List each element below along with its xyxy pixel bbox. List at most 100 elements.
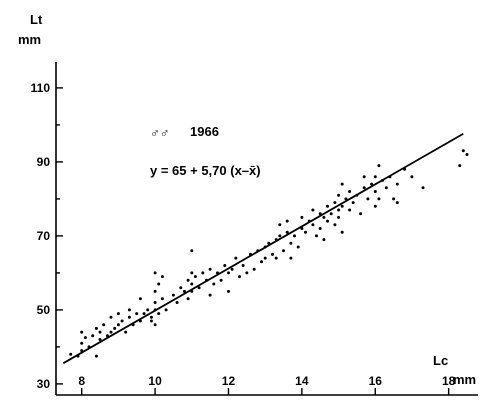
data-point bbox=[348, 190, 352, 193]
data-point bbox=[465, 153, 469, 156]
data-point bbox=[384, 186, 388, 190]
data-point bbox=[337, 208, 341, 212]
data-point bbox=[263, 256, 267, 260]
data-point bbox=[94, 354, 98, 358]
data-point bbox=[289, 241, 293, 245]
data-point bbox=[271, 252, 274, 256]
y-tick-label: 90 bbox=[37, 155, 51, 169]
data-point bbox=[91, 334, 95, 338]
data-point bbox=[337, 193, 341, 197]
data-point bbox=[102, 323, 106, 327]
data-point bbox=[260, 260, 263, 264]
data-point bbox=[395, 201, 399, 205]
data-point bbox=[98, 338, 102, 341]
data-point bbox=[190, 249, 194, 253]
data-point bbox=[373, 190, 377, 193]
data-point bbox=[373, 204, 377, 208]
data-point bbox=[179, 286, 183, 290]
data-point bbox=[293, 234, 296, 238]
data-point bbox=[351, 201, 355, 205]
data-point bbox=[285, 219, 289, 223]
data-point bbox=[348, 208, 352, 212]
y-axis-label: Lt bbox=[30, 12, 43, 27]
data-point bbox=[146, 308, 150, 312]
x-tick-label: 10 bbox=[148, 374, 162, 388]
y-axis-unit: mm bbox=[18, 32, 41, 47]
data-point bbox=[377, 164, 381, 168]
data-point bbox=[311, 223, 315, 227]
data-point bbox=[160, 297, 164, 301]
data-point bbox=[234, 256, 238, 260]
data-point bbox=[458, 164, 462, 168]
data-point bbox=[311, 208, 315, 212]
data-point bbox=[153, 271, 157, 275]
data-point bbox=[227, 289, 230, 293]
regression-line bbox=[62, 132, 464, 364]
data-point bbox=[359, 212, 363, 216]
data-point bbox=[377, 197, 381, 201]
data-point bbox=[127, 315, 131, 319]
data-point bbox=[230, 267, 234, 271]
x-tick-label: 18 bbox=[442, 374, 456, 388]
x-tick-label: 8 bbox=[78, 374, 85, 388]
data-point bbox=[190, 282, 194, 286]
male-symbol-icon: ♂♂ bbox=[150, 125, 170, 140]
data-point bbox=[186, 278, 190, 282]
data-point bbox=[190, 271, 194, 275]
data-point bbox=[219, 278, 223, 282]
data-point bbox=[282, 249, 285, 253]
data-point bbox=[212, 282, 216, 286]
data-point bbox=[197, 286, 201, 290]
data-point bbox=[135, 312, 139, 316]
data-point bbox=[362, 186, 366, 190]
y-tick-label: 110 bbox=[31, 81, 51, 95]
data-point bbox=[116, 323, 120, 327]
data-point bbox=[278, 234, 282, 238]
data-point bbox=[124, 330, 128, 334]
data-point bbox=[153, 301, 157, 304]
data-point bbox=[333, 223, 337, 227]
data-point bbox=[337, 215, 341, 219]
data-point bbox=[326, 219, 329, 223]
data-point bbox=[245, 271, 249, 275]
data-point bbox=[373, 175, 377, 179]
ticks: 30 50 70 90 110 8 10 12 14 16 18 bbox=[31, 81, 456, 395]
data-point bbox=[116, 312, 120, 316]
data-point bbox=[322, 215, 326, 219]
data-point bbox=[238, 275, 241, 279]
x-tick-label: 12 bbox=[222, 374, 236, 388]
data-point bbox=[227, 271, 230, 275]
data-point bbox=[344, 197, 348, 201]
data-point bbox=[142, 312, 146, 316]
data-point bbox=[153, 289, 157, 293]
data-point bbox=[340, 230, 344, 234]
data-point bbox=[94, 326, 98, 330]
y-tick-label: 30 bbox=[37, 377, 51, 391]
data-point bbox=[164, 308, 168, 312]
x-tick-label: 14 bbox=[295, 374, 309, 388]
data-point bbox=[326, 204, 329, 208]
x-tick-label: 16 bbox=[369, 374, 383, 388]
data-point bbox=[157, 312, 161, 316]
data-point bbox=[366, 197, 370, 201]
data-point bbox=[149, 319, 153, 323]
data-point bbox=[392, 197, 396, 201]
data-point bbox=[304, 230, 307, 234]
data-point bbox=[113, 326, 117, 330]
data-point bbox=[182, 289, 186, 293]
y-tick-label: 70 bbox=[37, 229, 51, 243]
regression-equation: y = 65 + 5,70 (x–x̄) bbox=[150, 163, 261, 178]
data-point bbox=[461, 149, 465, 153]
data-point bbox=[193, 275, 197, 279]
data-point bbox=[186, 297, 190, 301]
data-point bbox=[98, 330, 102, 334]
data-point bbox=[329, 212, 333, 216]
data-point bbox=[322, 238, 326, 242]
data-point bbox=[362, 175, 366, 179]
data-point bbox=[278, 223, 282, 227]
data-point bbox=[285, 230, 289, 234]
data-point bbox=[208, 267, 212, 271]
data-point bbox=[370, 182, 374, 186]
data-point bbox=[241, 264, 245, 267]
y-tick-label: 50 bbox=[37, 303, 51, 317]
